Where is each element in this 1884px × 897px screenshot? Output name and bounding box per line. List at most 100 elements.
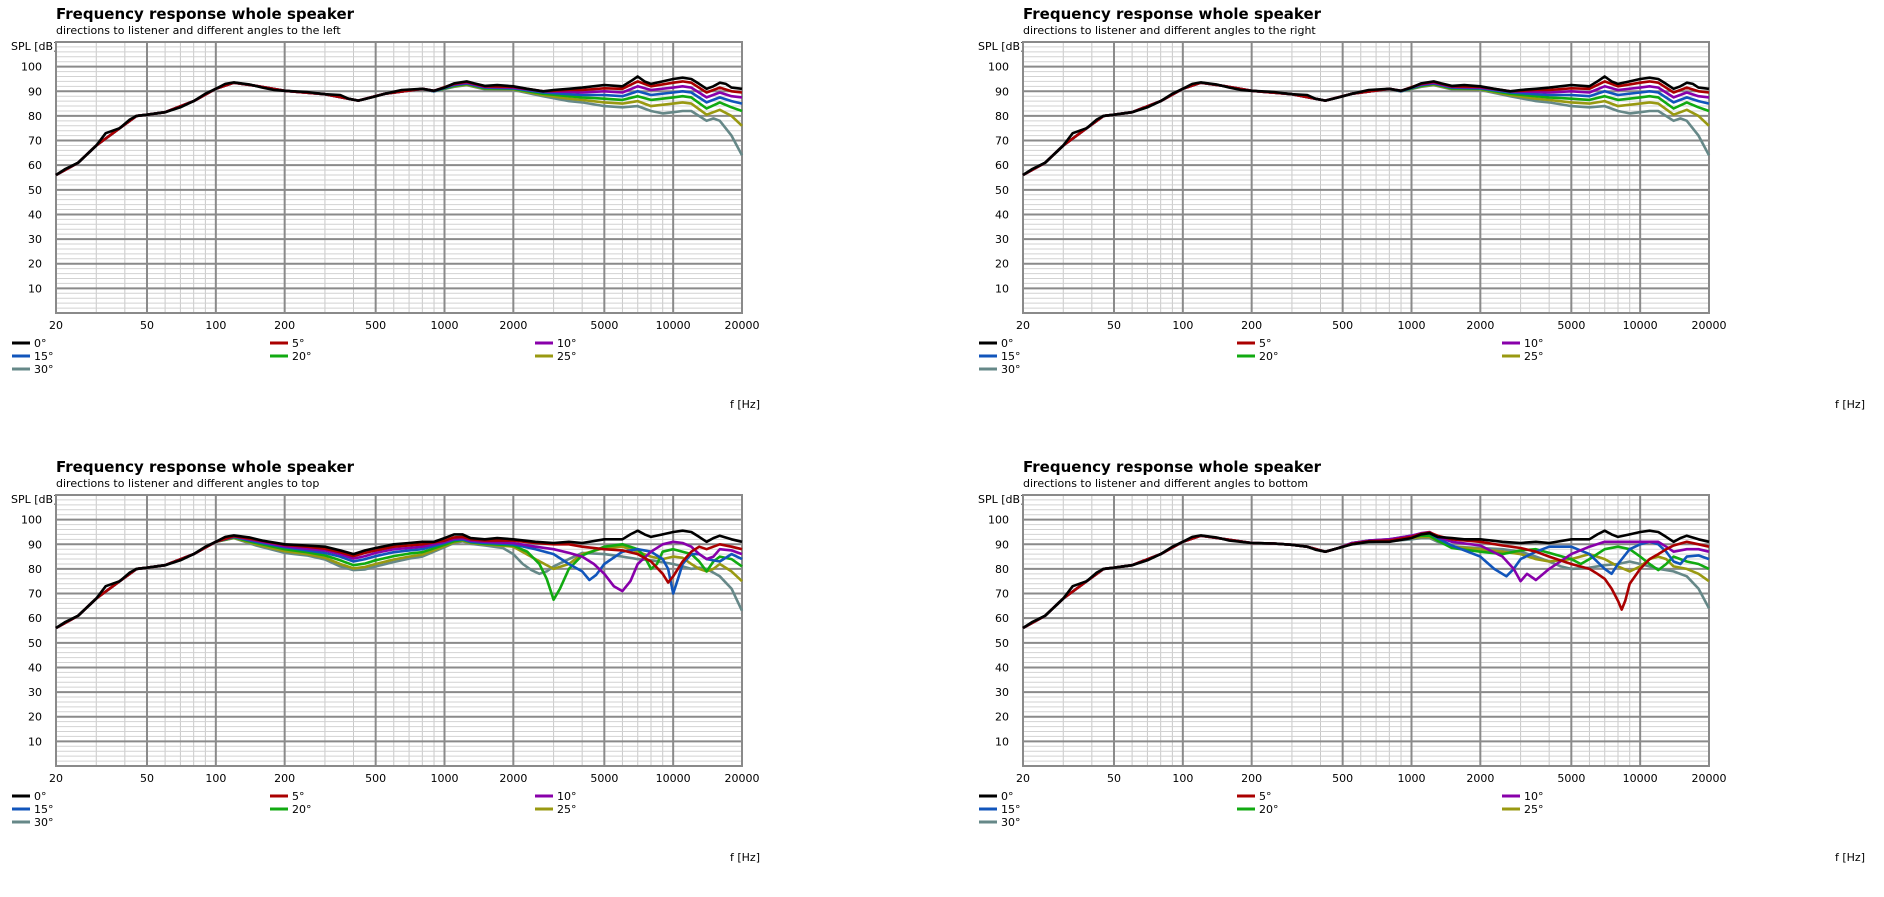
legend-label: 5°: [292, 337, 305, 350]
x-tick-label: 20: [49, 319, 63, 332]
plot-frame: [1022, 41, 1710, 314]
legend-label: 10°: [557, 337, 577, 350]
legend-label: 30°: [34, 363, 54, 376]
y-tick-label: 40: [28, 661, 42, 674]
legend-label: 15°: [1001, 803, 1021, 816]
x-tick-label: 100: [1172, 319, 1193, 332]
plot-frame: [1022, 494, 1710, 767]
chart-subtitle: directions to listener and different ang…: [56, 477, 319, 490]
x-tick-label: 1000: [430, 319, 458, 332]
legend-label: 25°: [1524, 803, 1544, 816]
y-tick-label: 60: [28, 612, 42, 625]
x-tick-label: 10000: [656, 772, 691, 785]
x-tick-label: 20000: [1692, 772, 1727, 785]
legend-label: 15°: [34, 350, 54, 363]
y-tick-label: 60: [995, 612, 1009, 625]
x-tick-label: 1000: [1397, 772, 1425, 785]
x-tick-label: 20: [1016, 319, 1030, 332]
legend-label: 0°: [34, 337, 47, 350]
x-tick-label: 20: [49, 772, 63, 785]
legend-label: 25°: [557, 350, 577, 363]
x-tick-label: 50: [140, 772, 154, 785]
x-tick-label: 2000: [1466, 319, 1494, 332]
x-tick-label: 200: [1241, 319, 1262, 332]
chart-title: Frequency response whole speaker: [1023, 458, 1322, 476]
y-tick-label: 30: [995, 686, 1009, 699]
legend-label: 25°: [557, 803, 577, 816]
legend-label: 5°: [1259, 790, 1272, 803]
y-tick-label: 50: [995, 637, 1009, 650]
x-tick-label: 100: [205, 319, 226, 332]
x-tick-label: 5000: [590, 319, 618, 332]
y-tick-label: 80: [995, 110, 1009, 123]
y-tick-label: 30: [995, 233, 1009, 246]
legend-label: 0°: [1001, 790, 1014, 803]
y-tick-label: 20: [995, 711, 1009, 724]
y-tick-label: 10: [995, 735, 1009, 748]
chart-title: Frequency response whole speaker: [1023, 5, 1322, 23]
y-tick-label: 100: [21, 514, 42, 527]
y-tick-label: 40: [995, 661, 1009, 674]
x-tick-label: 200: [1241, 772, 1262, 785]
y-tick-label: 90: [995, 538, 1009, 551]
y-tick-label: 70: [28, 135, 42, 148]
legend-label: 10°: [1524, 790, 1544, 803]
x-tick-label: 200: [274, 319, 295, 332]
chart-panel: Frequency response whole speaker directi…: [0, 449, 942, 897]
x-tick-label: 20000: [725, 772, 760, 785]
series-line: [55, 75, 743, 177]
x-tick-label: 100: [1172, 772, 1193, 785]
x-axis-label: f [Hz]: [730, 851, 760, 864]
y-tick-label: 50: [995, 184, 1009, 197]
y-tick-label: 100: [21, 61, 42, 74]
legend-label: 30°: [1001, 816, 1021, 829]
chart-subtitle: directions to listener and different ang…: [1023, 24, 1316, 37]
chart-svg: Frequency response whole speaker directi…: [978, 5, 1865, 411]
x-tick-label: 500: [1332, 772, 1353, 785]
legend-label: 10°: [1524, 337, 1544, 350]
x-tick-label: 5000: [1557, 319, 1585, 332]
series-line: [1022, 75, 1710, 177]
x-tick-label: 50: [140, 319, 154, 332]
x-tick-label: 1000: [1397, 319, 1425, 332]
legend-label: 5°: [292, 790, 305, 803]
y-tick-label: 10: [28, 735, 42, 748]
x-axis-label: f [Hz]: [730, 398, 760, 411]
x-tick-label: 20000: [1692, 319, 1727, 332]
y-tick-label: 80: [28, 563, 42, 576]
legend-label: 20°: [292, 803, 312, 816]
x-tick-label: 200: [274, 772, 295, 785]
x-tick-label: 5000: [590, 772, 618, 785]
series-line: [55, 535, 743, 630]
y-tick-label: 70: [28, 588, 42, 601]
y-tick-label: 50: [28, 184, 42, 197]
x-tick-label: 500: [365, 319, 386, 332]
x-axis-label: f [Hz]: [1835, 398, 1865, 411]
legend-label: 20°: [1259, 803, 1279, 816]
y-tick-label: 30: [28, 233, 42, 246]
y-tick-label: 90: [28, 538, 42, 551]
y-tick-label: 10: [28, 282, 42, 295]
x-tick-label: 5000: [1557, 772, 1585, 785]
x-axis-label: f [Hz]: [1835, 851, 1865, 864]
y-tick-label: 50: [28, 637, 42, 650]
plot-frame: [55, 41, 743, 314]
y-axis-label: SPL [dB]: [978, 493, 1024, 506]
chart-title: Frequency response whole speaker: [56, 458, 355, 476]
y-tick-label: 60: [28, 159, 42, 172]
chart-svg: Frequency response whole speaker directi…: [978, 458, 1865, 864]
x-tick-label: 2000: [499, 772, 527, 785]
x-tick-label: 2000: [499, 319, 527, 332]
chart-svg: Frequency response whole speaker directi…: [11, 458, 760, 864]
chart-subtitle: directions to listener and different ang…: [1023, 477, 1308, 490]
y-tick-label: 60: [995, 159, 1009, 172]
plot-frame: [55, 494, 743, 767]
y-tick-label: 70: [995, 588, 1009, 601]
legend-label: 15°: [1001, 350, 1021, 363]
x-tick-label: 10000: [1623, 772, 1658, 785]
chart-panel: Frequency response whole speaker directi…: [942, 0, 1884, 448]
y-axis-label: SPL [dB]: [11, 40, 57, 53]
chart-svg: Frequency response whole speaker directi…: [11, 5, 760, 411]
y-tick-label: 80: [28, 110, 42, 123]
legend-label: 30°: [34, 816, 54, 829]
